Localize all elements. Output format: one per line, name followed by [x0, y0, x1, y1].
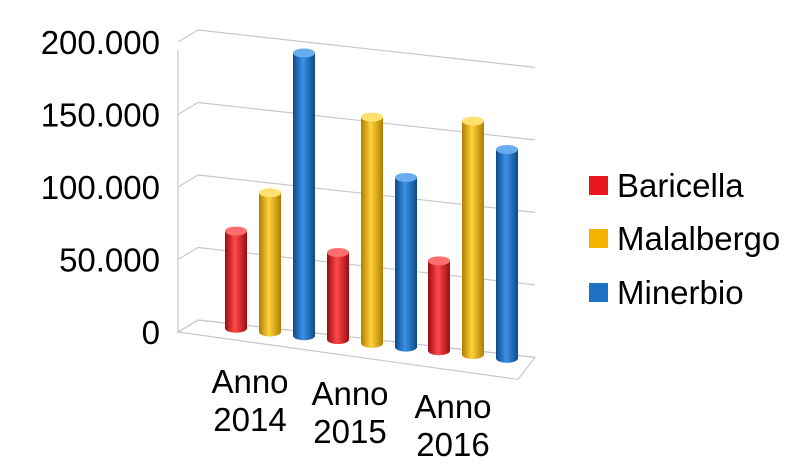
- bar-malalbergo-0: [259, 188, 281, 337]
- bar-baricella-2: [428, 256, 450, 356]
- side-grid-line: [177, 101, 199, 116]
- legend-label: Minerbio: [617, 274, 744, 311]
- bar-body: [428, 260, 450, 356]
- bar-top: [293, 48, 315, 58]
- bar-body: [225, 231, 247, 333]
- bar-malalbergo-1: [361, 112, 383, 348]
- bar-top: [259, 188, 281, 198]
- bar-top: [428, 256, 450, 266]
- bar-baricella-0: [225, 226, 247, 333]
- grid-line: [197, 29, 536, 69]
- y-axis-tick-labels: 0 50.000 100.000 150.000 200.000: [41, 24, 160, 351]
- legend-swatch: [589, 176, 608, 195]
- side-grid-line: [177, 246, 199, 261]
- y-tick-label: 100.000: [41, 169, 160, 206]
- legend-item-minerbio: Minerbio: [589, 274, 744, 311]
- bar-body: [293, 53, 315, 341]
- bar-top: [225, 226, 247, 236]
- legend-swatch: [589, 283, 608, 302]
- bar-baricella-1: [327, 248, 349, 345]
- bar-body: [496, 149, 518, 363]
- bar-malalbergo-2: [462, 116, 484, 360]
- bar-body: [462, 121, 484, 360]
- bar-top: [395, 172, 417, 182]
- bar-top: [327, 248, 349, 258]
- x-tick-label: Anno 2016: [414, 388, 491, 463]
- y-tick-label: 50.000: [59, 242, 160, 279]
- legend-label: Malalbergo: [617, 220, 780, 257]
- bar-minerbio-0: [293, 48, 315, 341]
- bar-body: [259, 192, 281, 337]
- side-grid-line: [177, 319, 199, 333]
- y-tick-label: 0: [142, 314, 160, 351]
- y-tick-label: 150.000: [41, 97, 160, 134]
- x-axis-tick-labels: Anno 2014 Anno 2015 Anno 2016: [211, 363, 491, 463]
- bar-top: [462, 116, 484, 126]
- x-tick-label: Anno 2014: [211, 363, 288, 438]
- legend-label: Baricella: [617, 167, 744, 204]
- bar-top: [496, 144, 518, 154]
- bar-body: [361, 117, 383, 348]
- bar-minerbio-2: [496, 144, 518, 363]
- side-grid-line: [177, 174, 199, 188]
- legend-item-baricella: Baricella: [589, 167, 744, 204]
- bar-body: [327, 252, 349, 345]
- y-tick-label: 200.000: [41, 24, 160, 61]
- side-grid-line: [177, 29, 199, 43]
- bar-body: [395, 177, 417, 352]
- legend-item-malalbergo: Malalbergo: [589, 220, 780, 257]
- x-tick-label: Anno 2015: [311, 375, 388, 450]
- bar-top: [361, 112, 383, 122]
- legend: Baricella Malalbergo Minerbio: [589, 167, 780, 311]
- bars: [225, 48, 518, 363]
- bar-minerbio-1: [395, 172, 417, 352]
- legend-swatch: [589, 229, 608, 248]
